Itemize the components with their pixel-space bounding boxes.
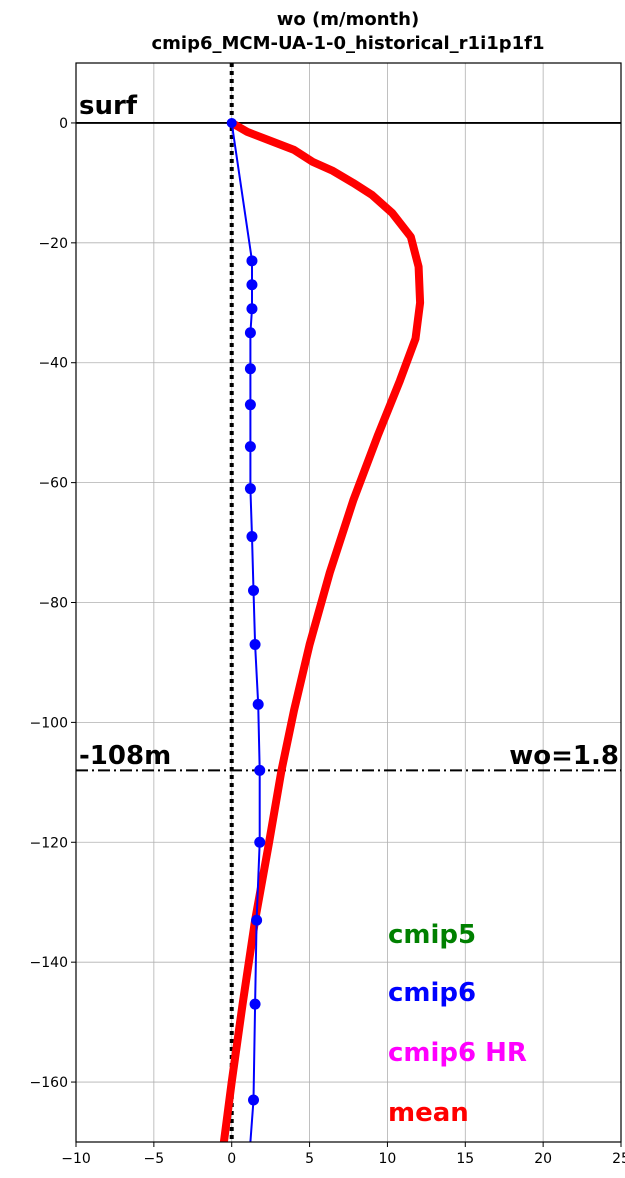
y-tick-label: −20 bbox=[38, 236, 68, 252]
series-point-cmip6 bbox=[254, 836, 266, 848]
series-point-cmip6 bbox=[246, 255, 258, 267]
legend-entry: cmip5 bbox=[388, 920, 476, 950]
series-point-cmip6 bbox=[248, 1094, 260, 1106]
series-point-cmip6 bbox=[246, 531, 258, 543]
x-tick-label: 25 bbox=[612, 1151, 625, 1167]
y-tick-label: 0 bbox=[59, 116, 68, 132]
y-tick-label: −140 bbox=[30, 955, 68, 971]
chart-title-line1: wo (m/month) bbox=[277, 9, 419, 30]
depth-marker-right-label: wo=1.8 bbox=[509, 741, 619, 771]
legend-entry: cmip6 bbox=[388, 978, 476, 1008]
series-point-cmip6 bbox=[244, 399, 256, 411]
y-tick-label: −40 bbox=[38, 356, 68, 372]
series-point-cmip6 bbox=[249, 998, 261, 1010]
series-point-cmip6 bbox=[254, 764, 266, 776]
series-point-cmip6 bbox=[244, 327, 256, 339]
y-tick-label: −80 bbox=[38, 596, 68, 612]
series-point-cmip6 bbox=[251, 914, 263, 926]
y-tick-label: −100 bbox=[30, 715, 68, 731]
series-point-cmip6 bbox=[249, 638, 261, 650]
data-series bbox=[219, 117, 425, 1142]
series-point-cmip6 bbox=[244, 363, 256, 375]
series-point-cmip6 bbox=[246, 279, 258, 291]
x-tick-label: 0 bbox=[227, 1151, 236, 1167]
x-tick-label: 5 bbox=[305, 1151, 314, 1167]
chart-title-line2: cmip6_MCM-UA-1-0_historical_r1i1p1f1 bbox=[151, 33, 544, 54]
x-tick-label: 10 bbox=[379, 1151, 397, 1167]
series-point-cmip6 bbox=[246, 303, 258, 315]
x-tick-label: 15 bbox=[456, 1151, 474, 1167]
surface-label: surf bbox=[79, 91, 138, 121]
x-tick-label: −10 bbox=[61, 1151, 91, 1167]
series-line-mean bbox=[219, 118, 425, 1142]
depth-marker-left-label: -108m bbox=[79, 741, 171, 771]
legend: cmip5 cmip6 cmip6 HR mean bbox=[388, 920, 527, 1128]
series-point-cmip6 bbox=[248, 585, 260, 597]
x-tick-label: −5 bbox=[144, 1151, 165, 1167]
y-tick-label: −120 bbox=[30, 835, 68, 851]
series-point-cmip6 bbox=[244, 483, 256, 495]
x-tick-label: 20 bbox=[534, 1151, 552, 1167]
reference-lines bbox=[76, 63, 621, 1142]
legend-entry: cmip6 HR bbox=[388, 1038, 527, 1068]
axis-ticks: −10 −5 0 5 10 15 20 25 0 −20 −40 −60 −80 −100 −120 −140… bbox=[30, 116, 625, 1167]
legend-entry: mean bbox=[388, 1098, 469, 1128]
series-point-cmip6 bbox=[226, 117, 237, 128]
grid-lines bbox=[75, 63, 622, 1142]
y-tick-label: −160 bbox=[30, 1075, 68, 1091]
series-point-cmip6 bbox=[244, 441, 256, 453]
y-tick-label: −60 bbox=[38, 476, 68, 492]
series-point-cmip6 bbox=[252, 698, 264, 710]
